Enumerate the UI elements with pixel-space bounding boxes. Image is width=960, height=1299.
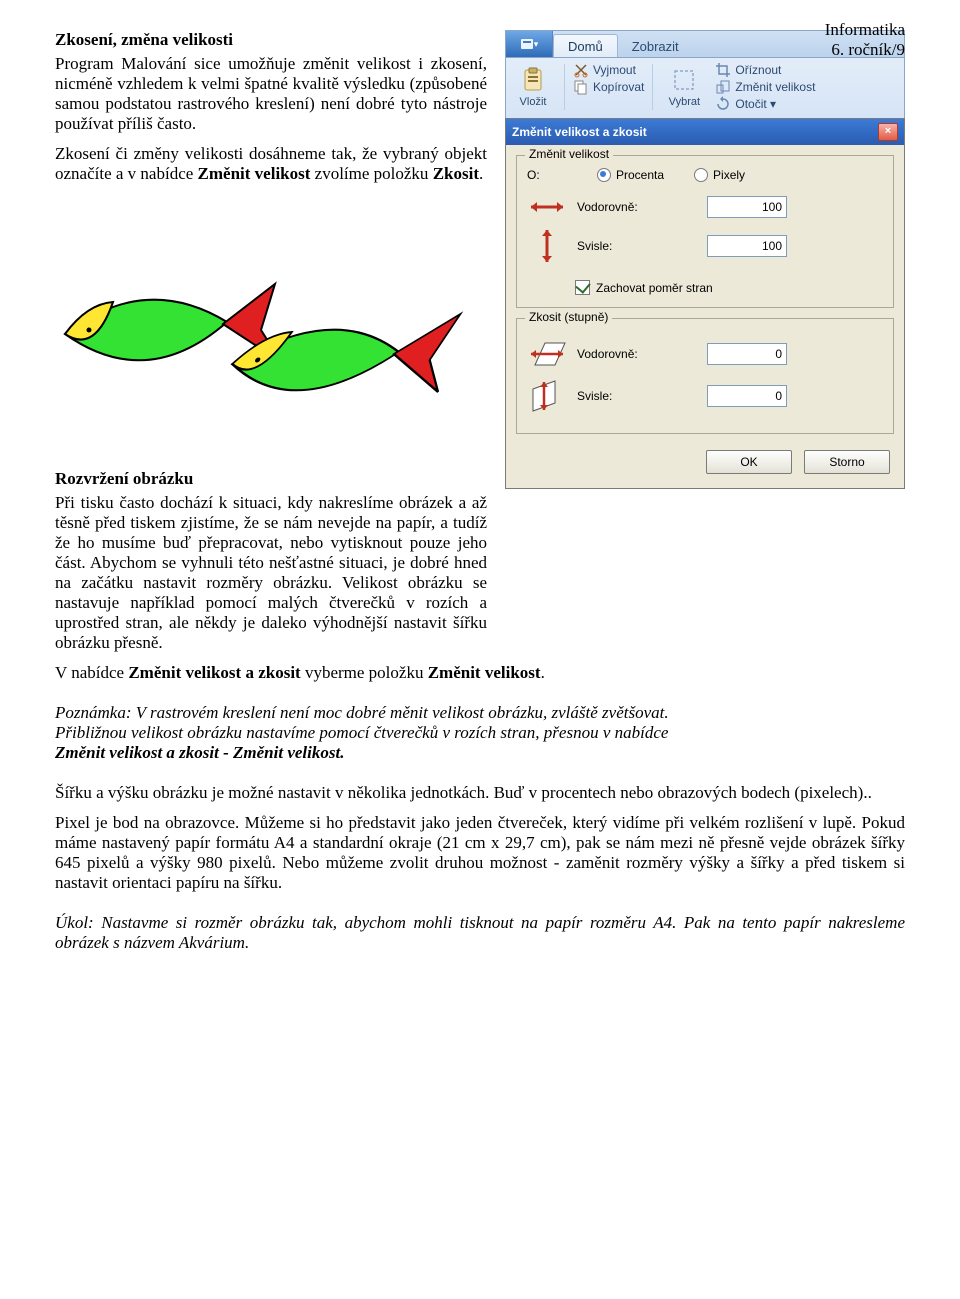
resize-label: Změnit velikost: [735, 80, 815, 94]
vertical-arrow-icon: [527, 226, 567, 266]
note-line2: Přibližnou velikost obrázku nastavíme po…: [55, 723, 905, 743]
note-line1: Poznámka: V rastrovém kreslení není moc …: [55, 703, 905, 723]
dialog-title: Změnit velikost a zkosit: [512, 125, 647, 139]
page-header: Informatika 6. ročník/9: [825, 20, 905, 60]
cut-label: Vyjmout: [593, 63, 636, 77]
app-menu-button[interactable]: ▾: [506, 31, 553, 57]
vertical-input[interactable]: [707, 235, 787, 257]
s2p2-end: .: [541, 663, 545, 682]
rotate-button[interactable]: Otočit ▾: [713, 96, 817, 112]
task-text: Úkol: Nastavme si rozměr obrázku tak, ab…: [55, 913, 905, 953]
note-line3: Změnit velikost a zkosit - Změnit veliko…: [55, 743, 905, 763]
ok-button[interactable]: OK: [706, 450, 792, 474]
skew-vertical-input[interactable]: [707, 385, 787, 407]
horizontal-label: Vodorovně:: [577, 200, 697, 214]
crop-label: Oříznout: [735, 63, 781, 77]
scissors-icon: [573, 62, 589, 78]
s2p2-b2: Změnit velikost: [428, 663, 541, 682]
copy-label: Kopírovat: [593, 80, 644, 94]
close-button[interactable]: ×: [878, 123, 898, 141]
radio-percent-label: Procenta: [616, 168, 664, 182]
p1b-end: .: [479, 164, 483, 183]
crop-button[interactable]: Oříznout: [713, 62, 817, 78]
horizontal-arrow-icon: [527, 198, 567, 216]
skew-vertical-icon: [527, 379, 567, 413]
s2p2-b1: Změnit velikost a zkosit: [128, 663, 300, 682]
section1-p2: Zkosení či změny velikosti dosáhneme tak…: [55, 144, 487, 184]
skew-v-label: Svisle:: [577, 389, 697, 403]
clipboard-icon: [519, 66, 547, 94]
rotate-icon: [715, 96, 731, 112]
radio-pixels-label: Pixely: [713, 168, 745, 182]
skew-horizontal-icon: [527, 337, 567, 371]
section1-p1: Program Malování sice umožňuje změnit ve…: [55, 54, 487, 134]
grade-label: 6. ročník/9: [831, 40, 905, 59]
radio-percent[interactable]: Procenta: [597, 168, 664, 182]
by-label: O:: [527, 168, 567, 182]
skew-group: Zkosit (stupně) Vodorovně: Svisle:: [516, 318, 894, 434]
cancel-button[interactable]: Storno: [804, 450, 890, 474]
paste-label: Vložit: [520, 96, 547, 108]
rotate-label: Otočit ▾: [735, 97, 776, 111]
p1b-b1: Změnit velikost: [198, 164, 311, 183]
s2p2-pre: V nabídce: [55, 663, 128, 682]
skew-h-label: Vodorovně:: [577, 347, 697, 361]
dialog-titlebar[interactable]: Změnit velikost a zkosit ×: [506, 119, 904, 145]
note-l3-text: Změnit velikost a zkosit - Změnit veliko…: [55, 743, 344, 762]
vertical-label: Svisle:: [577, 239, 697, 253]
keep-ratio-label: Zachovat poměr stran: [596, 281, 713, 295]
skew-group-title: Zkosit (stupně): [525, 310, 612, 324]
radio-pixels[interactable]: Pixely: [694, 168, 745, 182]
p1b-mid: zvolíme položku: [310, 164, 432, 183]
resize-group: Změnit velikost O: Procenta Pixely Vodor…: [516, 155, 894, 308]
resize-icon: [715, 79, 731, 95]
tab-view[interactable]: Zobrazit: [618, 35, 693, 57]
resize-group-title: Změnit velikost: [525, 147, 613, 161]
horizontal-input[interactable]: [707, 196, 787, 218]
select-icon: [670, 66, 698, 94]
select-label: Vybrat: [669, 96, 700, 108]
tab-home[interactable]: Domů: [553, 34, 618, 57]
copy-button[interactable]: Kopírovat: [571, 79, 646, 95]
fish-illustration: [55, 244, 487, 409]
p1b-b2: Zkosit: [433, 164, 479, 183]
resize-skew-dialog: Změnit velikost a zkosit × Změnit veliko…: [505, 118, 905, 489]
resize-button[interactable]: Změnit velikost: [713, 79, 817, 95]
cut-button[interactable]: Vyjmout: [571, 62, 646, 78]
para3: Šířku a výšku obrázku je možné nastavit …: [55, 783, 905, 803]
section1-title: Zkosení, změna velikosti: [55, 30, 487, 50]
copy-icon: [573, 79, 589, 95]
section2-p2: V nabídce Změnit velikost a zkosit vyber…: [55, 663, 905, 683]
para4: Pixel je bod na obrazovce. Můžeme si ho …: [55, 813, 905, 893]
subject-label: Informatika: [825, 20, 905, 39]
skew-horizontal-input[interactable]: [707, 343, 787, 365]
crop-icon: [715, 62, 731, 78]
paste-button[interactable]: Vložit: [508, 62, 558, 112]
section2-title: Rozvržení obrázku: [55, 469, 487, 489]
select-button[interactable]: Vybrat: [659, 62, 709, 112]
section2-p1: Při tisku často dochází k situaci, kdy n…: [55, 493, 487, 653]
s2p2-mid: vyberme položku: [301, 663, 428, 682]
keep-ratio-checkbox[interactable]: [575, 280, 590, 295]
